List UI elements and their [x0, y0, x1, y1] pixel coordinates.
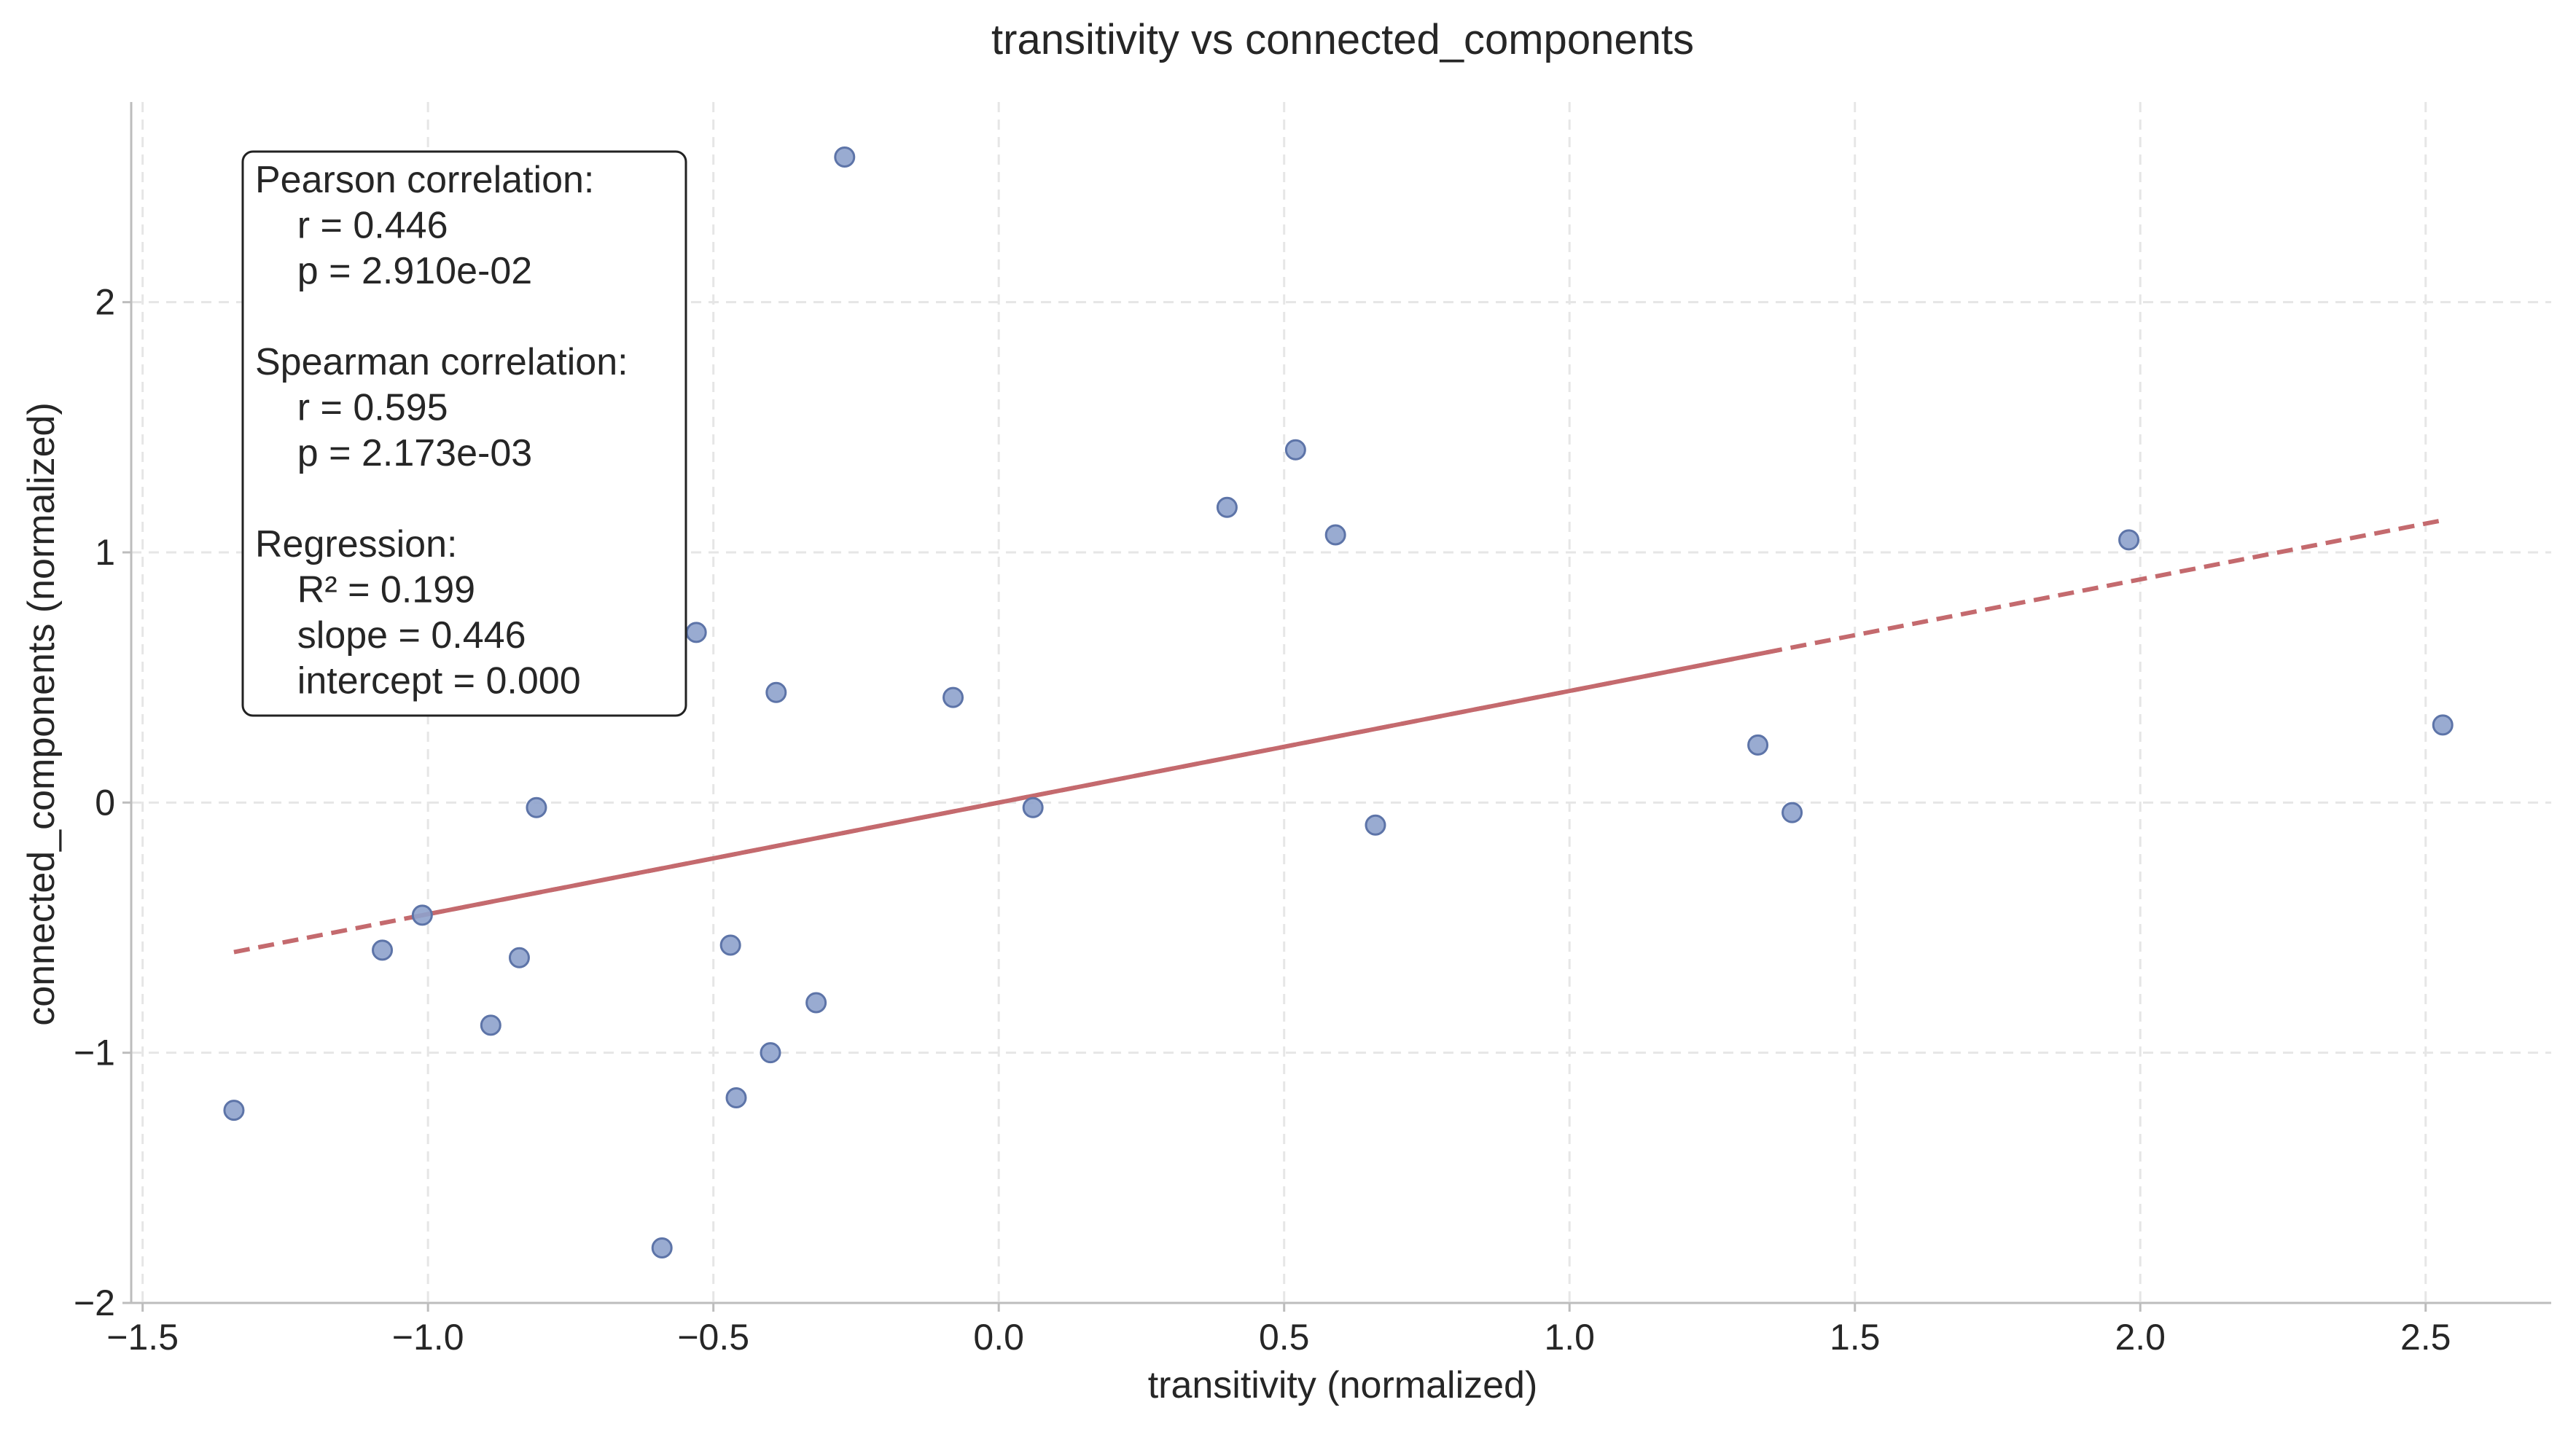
data-point [725, 1087, 747, 1108]
x-tick-label: −1.5 [106, 1317, 179, 1358]
y-tick-label: −2 [74, 1283, 115, 1323]
data-point [1022, 796, 1044, 818]
stats-line: r = 0.446 [255, 205, 448, 247]
x-tick-label: 1.5 [1830, 1317, 1881, 1358]
y-axis-ticks: −2 −1 0 1 2 [74, 282, 131, 1323]
data-point [651, 1237, 673, 1258]
x-tick-label: −1.0 [392, 1317, 464, 1358]
y-tick-label: 2 [95, 282, 115, 323]
stats-line: p = 2.173e-03 [255, 432, 532, 474]
data-point [1747, 734, 1769, 756]
data-point [480, 1014, 501, 1036]
x-tick-label: −0.5 [677, 1317, 749, 1358]
y-tick-label: −1 [74, 1033, 115, 1073]
stats-text: Pearson correlation: r = 0.446 p = 2.910… [255, 159, 628, 702]
x-axis-label: transitivity (normalized) [1148, 1364, 1538, 1406]
data-point [760, 1042, 781, 1064]
y-tick-label: 0 [95, 782, 115, 823]
stats-box: Pearson correlation: r = 0.446 p = 2.910… [241, 150, 687, 717]
data-point [805, 992, 827, 1014]
x-tick-label: 2.5 [2400, 1317, 2451, 1358]
data-point [223, 1100, 245, 1121]
x-tick-label: 1.0 [1544, 1317, 1595, 1358]
stats-line: p = 2.910e-02 [255, 250, 532, 292]
data-point [1216, 496, 1238, 518]
stats-line: Regression: [255, 523, 457, 565]
data-point [372, 939, 394, 961]
data-point [942, 686, 964, 708]
data-point [2432, 714, 2454, 736]
y-axis-label: connected_components (normalized) [20, 402, 63, 1026]
data-points [223, 146, 2454, 1258]
stats-line: Spearman correlation: [255, 341, 628, 383]
data-point [508, 947, 530, 968]
x-tick-label: 2.0 [2115, 1317, 2166, 1358]
stats-line: R² = 0.199 [255, 569, 475, 611]
chart-title: transitivity vs connected_components [991, 16, 1694, 63]
data-point [719, 934, 741, 956]
data-point [685, 622, 707, 643]
y-tick-label: 1 [95, 532, 115, 573]
x-axis-ticks: −1.5 −1.0 −0.5 0.0 0.5 1.0 1.5 2.0 2.5 [106, 1303, 2451, 1358]
data-point [1781, 802, 1803, 823]
data-point [2118, 529, 2140, 551]
data-point [834, 146, 856, 168]
stats-line: Pearson correlation: [255, 159, 594, 201]
regression-line-solid [410, 647, 1781, 920]
stats-box-frame [241, 150, 687, 717]
data-point [411, 904, 433, 926]
stats-line: intercept = 0.000 [255, 660, 581, 702]
stats-line: r = 0.595 [255, 387, 448, 429]
data-point [1324, 524, 1346, 546]
regression-line [233, 517, 2443, 955]
data-point [765, 681, 787, 703]
stats-line: slope = 0.446 [255, 614, 526, 657]
x-tick-label: 0.5 [1259, 1317, 1310, 1358]
data-point [526, 796, 547, 818]
x-tick-label: 0.0 [973, 1317, 1024, 1358]
data-point [1284, 439, 1306, 461]
data-point [1365, 814, 1386, 836]
